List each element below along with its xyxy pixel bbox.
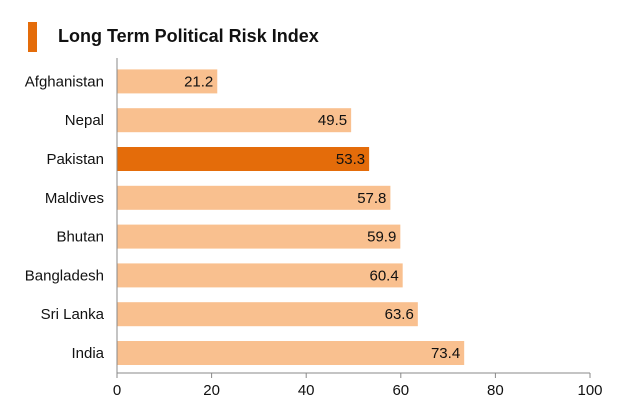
chart-title: Long Term Political Risk Index — [58, 26, 319, 46]
value-label: 59.9 — [367, 229, 396, 246]
category-label: Afghanistan — [25, 73, 104, 90]
value-label: 21.2 — [184, 73, 213, 90]
bar-maldives — [117, 185, 391, 210]
category-label: Bangladesh — [25, 267, 104, 284]
value-label: 53.3 — [336, 151, 365, 168]
value-label: 49.5 — [318, 112, 347, 129]
category-label: Bhutan — [56, 229, 104, 246]
value-label: 73.4 — [431, 345, 460, 362]
bar-pakistan — [117, 147, 370, 171]
title-accent-bar — [28, 22, 37, 52]
bar-bangladesh — [117, 263, 403, 288]
x-tick-label: 20 — [203, 382, 220, 399]
x-tick-label: 80 — [487, 382, 504, 399]
category-label: Sri Lanka — [41, 306, 105, 323]
bar-nepal — [117, 108, 352, 133]
value-label: 63.6 — [385, 306, 414, 323]
bar-sri-lanka — [117, 302, 418, 327]
category-label: Nepal — [65, 112, 104, 129]
bar-india — [117, 341, 465, 365]
x-tick-label: 40 — [298, 382, 315, 399]
value-label: 57.8 — [357, 190, 386, 207]
x-tick-label: 60 — [392, 382, 409, 399]
bar-afghanistan — [117, 69, 218, 94]
category-label: Pakistan — [46, 151, 104, 168]
category-label: Maldives — [45, 190, 104, 207]
x-tick-label: 0 — [113, 382, 121, 399]
value-label: 60.4 — [369, 267, 398, 284]
bar-bhutan — [117, 224, 401, 249]
category-label: India — [71, 345, 104, 362]
x-tick-label: 100 — [577, 382, 602, 399]
